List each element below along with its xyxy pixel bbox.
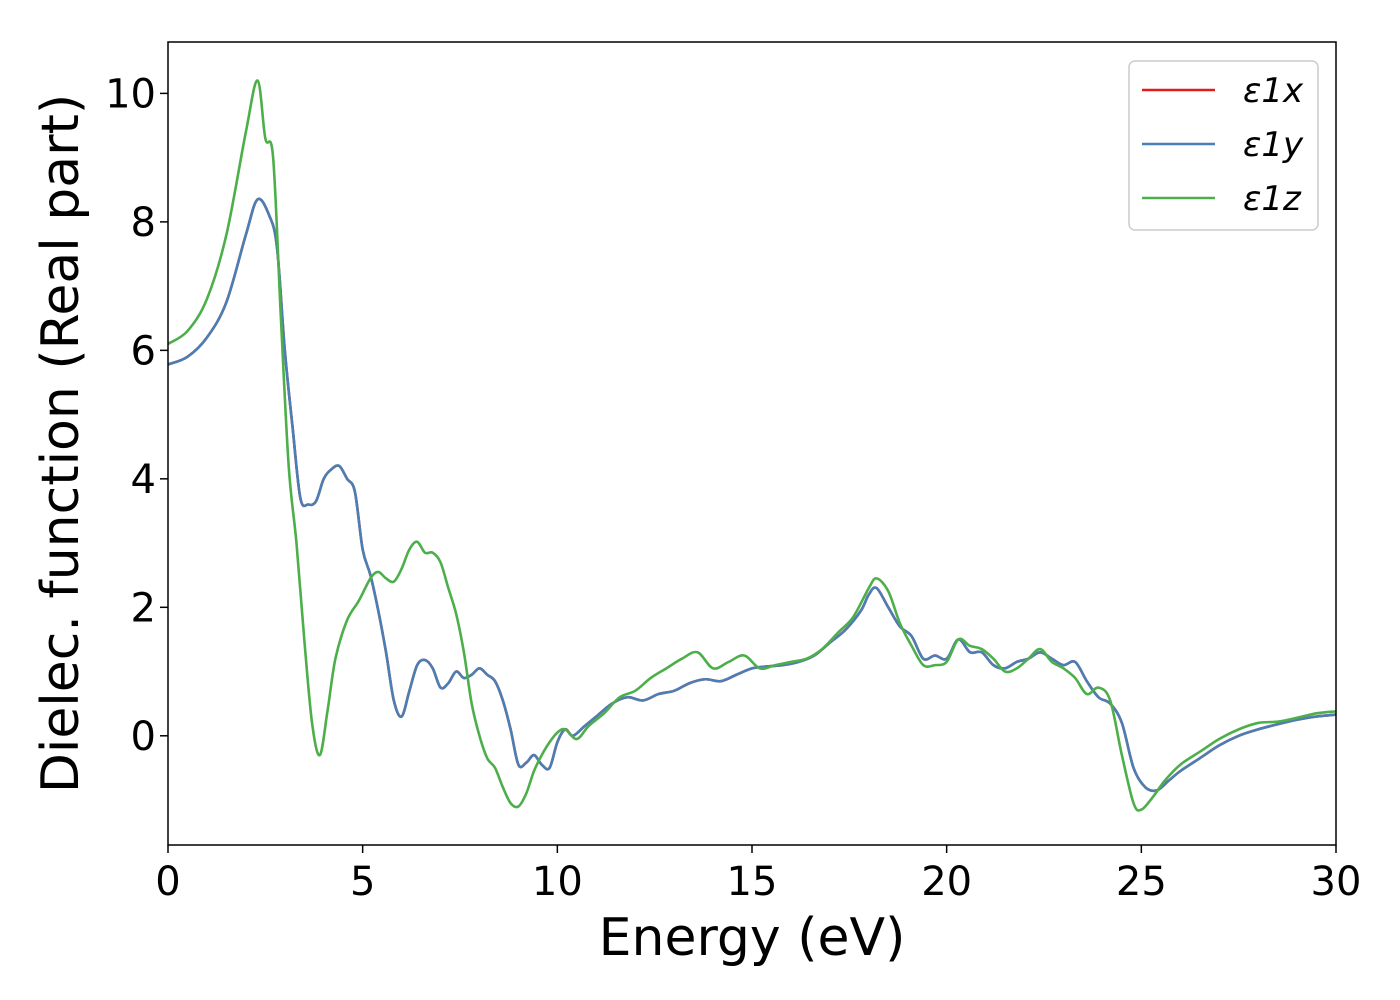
series-line-1: [168, 197, 1336, 793]
x-tick-label: 25: [1116, 859, 1167, 905]
x-tick-label: 30: [1311, 859, 1362, 905]
x-tick-label: 0: [155, 859, 180, 905]
x-axis-label: Energy (eV): [599, 908, 906, 968]
legend: ε1x ε1y ε1z: [1128, 60, 1319, 231]
y-tick-label: 2: [131, 585, 156, 631]
y-tick-label: 10: [105, 71, 156, 117]
y-axis-ticks: 0 2 4 6 8 10: [105, 71, 168, 760]
plot-lines: [168, 79, 1336, 812]
y-tick-label: 4: [131, 457, 156, 503]
legend-label-3: ε1z: [1243, 179, 1302, 219]
x-axis-ticks: 0 5 10 15 20 25 30: [155, 845, 1361, 905]
series-line-3: [168, 79, 1336, 812]
legend-label-2: ε1y: [1243, 125, 1304, 165]
legend-label-1: ε1x: [1243, 71, 1304, 111]
y-axis-label: Dielec. function (Real part): [31, 94, 91, 793]
x-tick-label: 20: [921, 859, 972, 905]
legend-box: [1128, 60, 1319, 231]
y-tick-label: 6: [131, 328, 156, 374]
x-tick-label: 5: [350, 859, 375, 905]
y-tick-label: 0: [131, 714, 156, 760]
series-line-2: [168, 197, 1336, 793]
x-tick-label: 10: [532, 859, 583, 905]
x-tick-label: 15: [727, 859, 778, 905]
y-tick-label: 8: [131, 200, 156, 246]
